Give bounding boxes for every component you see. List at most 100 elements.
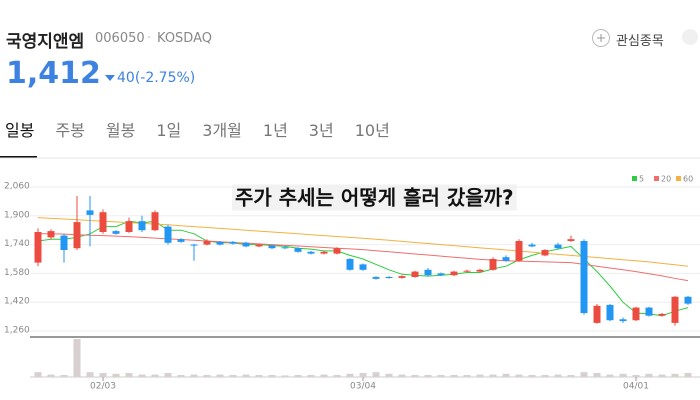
candle-body (333, 248, 341, 254)
legend-swatch (676, 176, 681, 181)
volume-bar (177, 375, 185, 377)
period-tab[interactable]: 1년 (262, 121, 288, 140)
volume-bar (294, 375, 302, 377)
separator: · (147, 31, 152, 46)
candle-body (411, 271, 419, 277)
more-icon[interactable] (682, 29, 698, 45)
volume-bar (658, 374, 666, 377)
volume-bar (580, 372, 588, 377)
volume-bar (645, 373, 653, 377)
period-tab[interactable]: 3개월 (202, 121, 242, 140)
volume-bar (86, 372, 94, 377)
volume-bar (502, 373, 510, 377)
candle-body (567, 239, 575, 241)
volume-bar (671, 373, 679, 377)
volume-bar (632, 375, 640, 377)
volume-bar (437, 375, 445, 377)
volume-bar (398, 374, 406, 377)
volume-bar (190, 374, 198, 377)
period-tab[interactable]: 주봉 (55, 121, 85, 140)
period-tab[interactable]: 10년 (354, 121, 390, 140)
volume-bar (99, 373, 107, 377)
volume-bar (541, 375, 549, 377)
annotation-bg (232, 184, 517, 211)
watch-icon[interactable] (592, 29, 610, 47)
ma-line (37, 217, 689, 267)
candle-body (320, 251, 328, 254)
candle-body (463, 270, 471, 272)
candle-body (450, 271, 458, 276)
candle-body (47, 231, 55, 238)
volume-bar (60, 375, 68, 377)
candle-body (151, 212, 159, 231)
volume-bar (463, 375, 471, 377)
candle-body (593, 305, 601, 323)
volume-bar (385, 373, 393, 377)
candle-body (307, 251, 315, 254)
candle-body (437, 273, 445, 276)
volume-bar (320, 374, 328, 377)
y-tick-label: 1,900 (4, 210, 30, 220)
volume-bar (411, 375, 419, 377)
candle-body (606, 304, 614, 321)
candle-body (125, 221, 133, 232)
volume-bar (424, 375, 432, 377)
candle-body (164, 226, 172, 243)
candle-body (112, 231, 120, 234)
candle-body (216, 241, 224, 245)
candle-body (190, 244, 198, 246)
volume-bar (307, 375, 315, 377)
candle-body (658, 313, 666, 316)
legend-label: 5 (639, 175, 644, 184)
volume-bar (476, 374, 484, 377)
candle-body (580, 241, 588, 313)
candle-body (34, 232, 42, 263)
candle-body (684, 296, 692, 304)
y-tick-label: 1,420 (4, 297, 30, 307)
down-arrow (105, 75, 115, 81)
legend-swatch (632, 176, 637, 181)
volume-bar (151, 374, 159, 377)
volume-bar (281, 375, 289, 377)
volume-bar (593, 373, 601, 377)
price-change: 40(-2.75%) (117, 70, 196, 86)
period-tab[interactable]: 일봉 (5, 121, 35, 140)
x-tick-label: 02/03 (90, 382, 116, 392)
y-tick-label: 1,260 (4, 326, 30, 336)
legend-swatch (654, 176, 659, 181)
period-tab[interactable]: 3년 (308, 121, 334, 140)
volume-bar (554, 374, 562, 377)
candle-body (476, 269, 484, 272)
volume-bar (619, 373, 627, 377)
candle-body (346, 259, 354, 270)
volume-bar (73, 339, 81, 377)
candle-body (619, 319, 627, 322)
period-tab[interactable]: 월봉 (105, 121, 136, 140)
volume-bar (489, 374, 497, 377)
volume-bar (515, 374, 523, 377)
watch-button[interactable]: 관심종목 (616, 34, 664, 49)
candle-body (203, 241, 211, 245)
candle-body (294, 248, 302, 252)
candle-body (424, 269, 432, 276)
candle-body (541, 250, 549, 256)
y-tick-label: 2,060 (4, 182, 30, 192)
candle-body (242, 242, 250, 247)
market: KOSDAQ (157, 31, 212, 46)
price: 1,412 (6, 56, 101, 91)
candle-body (86, 210, 94, 215)
stock-code: 006050 (95, 31, 145, 46)
candle-body (502, 257, 510, 261)
candle-body (73, 222, 81, 249)
candle-body (645, 307, 653, 316)
candle-body (99, 212, 107, 232)
volume-bar (47, 374, 55, 377)
legend-label: 20 (661, 175, 671, 184)
volume-bar (229, 375, 237, 377)
ma-line (37, 220, 689, 317)
period-tab[interactable]: 1일 (156, 121, 182, 140)
candle-body (281, 247, 289, 249)
candle-body (671, 296, 679, 323)
